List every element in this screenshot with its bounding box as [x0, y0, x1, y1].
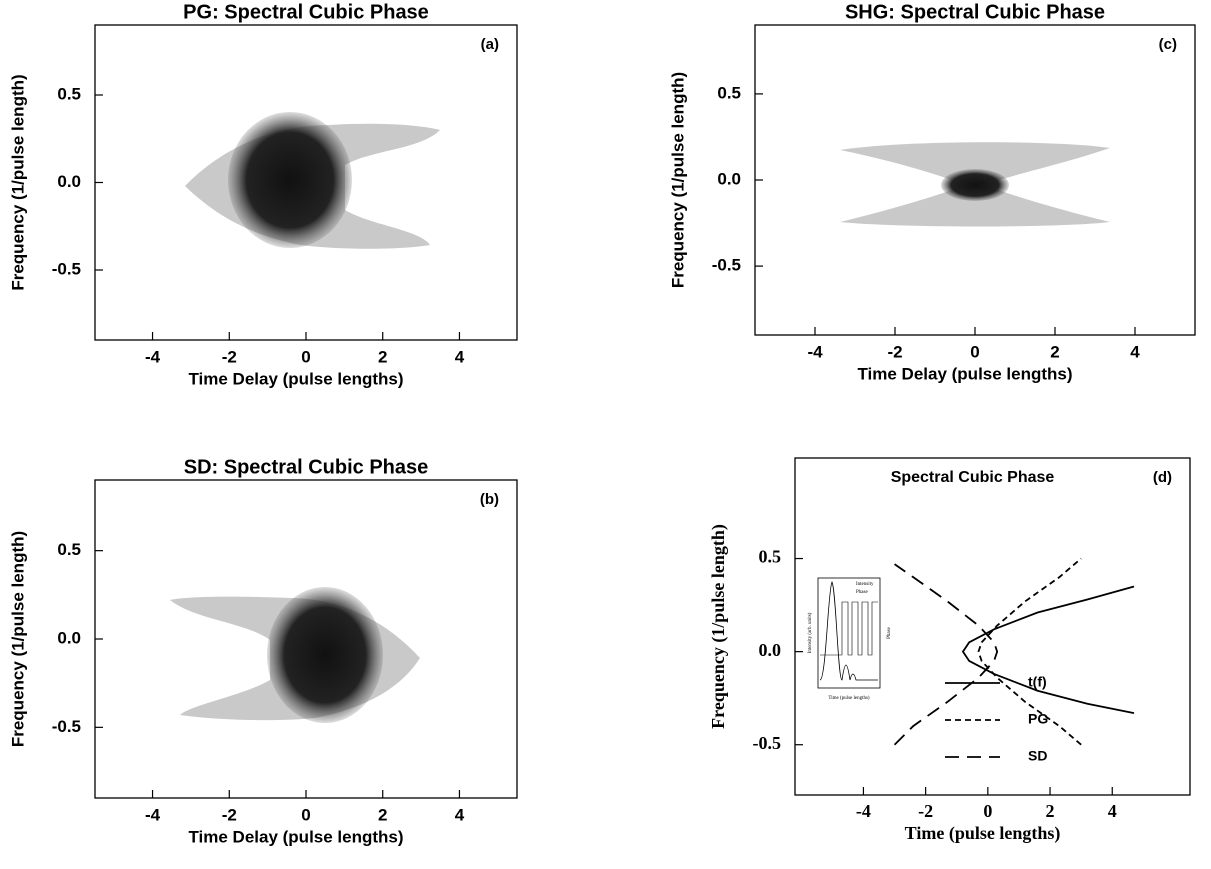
- x-tick-label: 4: [1130, 342, 1140, 361]
- x-tick-label: 0: [983, 801, 992, 821]
- inset-legend-label: Phase: [856, 590, 868, 595]
- panel-label: (d): [1153, 469, 1172, 486]
- y-tick-label: 0.0: [57, 628, 81, 647]
- y-tick-label: 0.0: [57, 172, 81, 191]
- x-tick-label: 2: [378, 805, 387, 824]
- inset-x-label: Time (pulse lengths): [828, 696, 870, 701]
- y-tick-label: 0.0: [759, 640, 782, 660]
- x-tick-label: 2: [1050, 342, 1059, 361]
- inset-y-label: Intensity (arb. units): [808, 612, 813, 653]
- y-axis-label: Frequency (1/pulse length): [8, 74, 27, 290]
- y-tick-label: -0.5: [753, 733, 782, 753]
- chart-title: PG: Spectral Cubic Phase: [183, 1, 429, 23]
- x-tick-label: -4: [145, 805, 161, 824]
- x-tick-label: 2: [378, 347, 387, 366]
- x-tick-label: 0: [301, 347, 310, 366]
- density-image-b: [170, 587, 420, 723]
- legend-label: t(f): [1028, 674, 1047, 690]
- density-image-a: [185, 112, 440, 249]
- y-axis-label: Frequency (1/pulse length): [708, 524, 729, 729]
- panel: SHG: Spectral Cubic Phase (c) Time Delay (…: [668, 1, 1196, 383]
- x-tick-label: -4: [145, 347, 161, 366]
- y-tick-label: -0.5: [52, 259, 81, 278]
- line-series: [977, 557, 1082, 746]
- x-tick-label: -2: [918, 801, 933, 821]
- inset: [817, 577, 881, 689]
- legend-label: SD: [1028, 748, 1047, 764]
- y-axis-label: Frequency (1/pulse length): [668, 72, 687, 288]
- x-tick-label: 0: [301, 805, 310, 824]
- x-tick-label: 2: [1046, 801, 1055, 821]
- y-tick-label: 0.0: [717, 169, 741, 188]
- line-series: [893, 563, 999, 746]
- inset-legend-label: Intensity: [856, 582, 874, 587]
- density-image-c: [840, 142, 1110, 227]
- x-tick-label: 4: [455, 805, 465, 824]
- y-tick-label: 0.5: [57, 84, 81, 103]
- panel: Spectral Cubic Phase (d) Time (pulse lengt…: [708, 457, 1191, 844]
- y-axis-label: Frequency (1/pulse length): [8, 531, 27, 747]
- plots: PG: Spectral Cubic Phase (a) Time Delay (p…: [8, 1, 1196, 846]
- panel: PG: Spectral Cubic Phase (a) Time Delay (p…: [8, 1, 518, 388]
- y-tick-label: -0.5: [712, 256, 741, 275]
- y-tick-label: 0.5: [717, 83, 741, 102]
- panel-label: (c): [1159, 36, 1177, 53]
- x-tick-label: 4: [455, 347, 465, 366]
- panel-label: (a): [481, 36, 499, 53]
- legend-label: PG: [1028, 711, 1048, 727]
- x-tick-label: -2: [887, 342, 902, 361]
- y-tick-label: 0.5: [57, 540, 81, 559]
- x-tick-label: 0: [970, 342, 979, 361]
- x-axis-label: Time (pulse lengths): [905, 823, 1061, 844]
- plot-frame: [794, 457, 1191, 796]
- x-tick-label: -2: [222, 347, 237, 366]
- inset-y2-label: Phase: [887, 626, 892, 638]
- y-tick-label: -0.5: [52, 717, 81, 736]
- chart-title: SD: Spectral Cubic Phase: [184, 456, 429, 478]
- x-tick-label: -4: [856, 801, 871, 821]
- x-axis-label: Time Delay (pulse lengths): [188, 827, 403, 846]
- panel: SD: Spectral Cubic Phase (b) Time Delay (p…: [8, 456, 518, 846]
- y-tick-label: 0.5: [759, 547, 782, 567]
- chart-title: Spectral Cubic Phase: [891, 469, 1055, 486]
- x-tick-label: -2: [222, 805, 237, 824]
- x-axis-label: Time Delay (pulse lengths): [857, 364, 1072, 383]
- line-series: [961, 585, 1135, 714]
- panel-label: (b): [480, 491, 499, 508]
- x-axis-label: Time Delay (pulse lengths): [188, 369, 403, 388]
- x-tick-label: 4: [1108, 801, 1117, 821]
- x-tick-label: -4: [807, 342, 823, 361]
- chart-title: SHG: Spectral Cubic Phase: [845, 1, 1105, 23]
